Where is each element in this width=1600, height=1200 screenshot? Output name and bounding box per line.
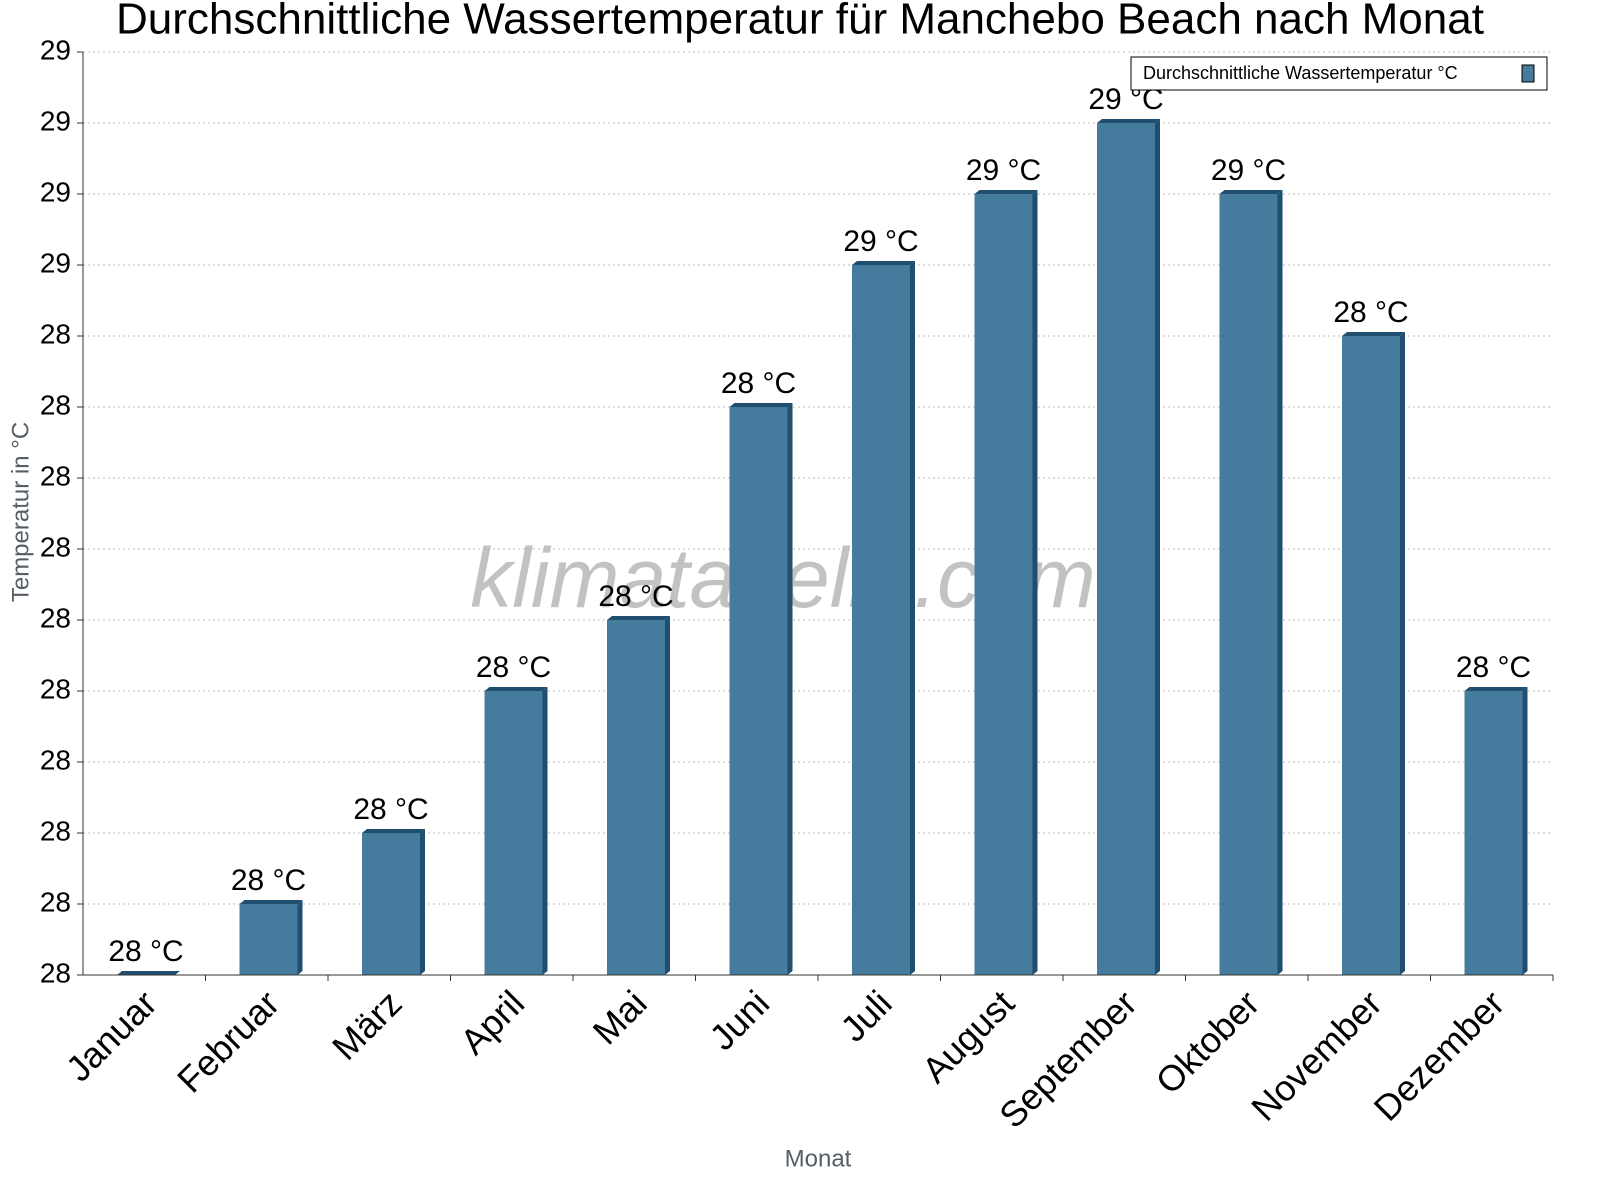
value-label: 28 °C: [231, 864, 306, 897]
bar: [729, 407, 788, 975]
bar: [362, 833, 420, 975]
x-tick-label: August: [914, 982, 1022, 1090]
legend-box: [1130, 56, 1548, 91]
y-tick-label: 28: [40, 673, 71, 704]
y-tick-label: 28: [40, 815, 71, 846]
bar-side: [1522, 687, 1528, 975]
y-tick-label: 29: [40, 176, 71, 207]
x-tick-label: Februar: [169, 982, 287, 1100]
bar: [1342, 336, 1400, 975]
value-label: 29 °C: [843, 225, 918, 258]
chart-title: Durchschnittliche Wassertemperatur für M…: [116, 0, 1484, 44]
bar-top: [729, 403, 793, 407]
y-tick-label: 29: [40, 105, 71, 136]
bar-side: [787, 403, 793, 975]
bar-top: [1342, 332, 1405, 336]
bar-side: [420, 829, 425, 975]
y-tick-label: 28: [40, 318, 71, 349]
bar: [974, 194, 1033, 975]
bar-side: [1155, 119, 1160, 975]
bar: [852, 265, 910, 975]
bar-side: [665, 616, 670, 975]
value-label: 28 °C: [476, 651, 551, 684]
y-tick-label: 28: [40, 531, 71, 562]
x-tick-label: Dezember: [1366, 982, 1512, 1128]
x-tick-label: Oktober: [1148, 982, 1268, 1102]
legend-label: Durchschnittliche Wassertemperatur °C: [1143, 63, 1458, 83]
y-tick-label: 28: [40, 389, 71, 420]
y-tick-label: 29: [40, 247, 71, 278]
bar-side: [910, 261, 915, 975]
x-tick-label: Juni: [701, 982, 777, 1058]
bar: [239, 904, 298, 975]
bar-top: [974, 190, 1038, 194]
y-tick-label: 28: [40, 744, 71, 775]
x-tick-label: März: [324, 982, 410, 1068]
bar: [1097, 123, 1155, 975]
y-tick-label: 28: [40, 460, 71, 491]
value-label: 28 °C: [721, 367, 796, 400]
bar: [1219, 194, 1278, 975]
y-axis-title: Temperatur in °C: [7, 422, 34, 602]
bar-top: [1464, 687, 1528, 691]
bar-side: [1400, 332, 1405, 975]
bar-side: [1032, 190, 1038, 975]
bar: [1464, 691, 1523, 975]
bar-top: [117, 971, 180, 975]
x-tick-label: Januar: [58, 982, 165, 1089]
y-tick-label: 28: [40, 886, 71, 917]
value-label: 28 °C: [108, 935, 183, 968]
value-label: 28 °C: [598, 580, 673, 613]
value-label: 29 °C: [966, 154, 1041, 187]
value-label: 29 °C: [1211, 154, 1286, 187]
x-tick-label: Mai: [585, 982, 655, 1052]
bar: [607, 620, 665, 975]
bar-side: [297, 900, 303, 975]
bar-top: [484, 687, 548, 691]
x-tick-label: Juli: [832, 982, 899, 1049]
legend: Durchschnittliche Wassertemperatur °C: [1130, 56, 1548, 91]
y-tick-label: 28: [40, 602, 71, 633]
y-tick-label: 28: [40, 957, 71, 988]
bar-side: [1277, 190, 1283, 975]
legend-swatch: [1521, 64, 1535, 83]
bar-top: [362, 829, 425, 833]
bar-top: [607, 616, 670, 620]
bar-top: [239, 900, 303, 904]
bar-top: [1219, 190, 1283, 194]
x-tick-label: April: [452, 982, 532, 1062]
bar-side: [542, 687, 548, 975]
x-tick-label: November: [1243, 982, 1389, 1128]
value-label: 28 °C: [1333, 296, 1408, 329]
bar-top: [852, 261, 915, 265]
bar: [484, 691, 543, 975]
value-label: 28 °C: [1456, 651, 1531, 684]
y-tick-label: 29: [40, 34, 71, 65]
value-label: 28 °C: [353, 793, 428, 826]
x-axis-title: Monat: [785, 1145, 852, 1172]
bar-top: [1097, 119, 1160, 123]
